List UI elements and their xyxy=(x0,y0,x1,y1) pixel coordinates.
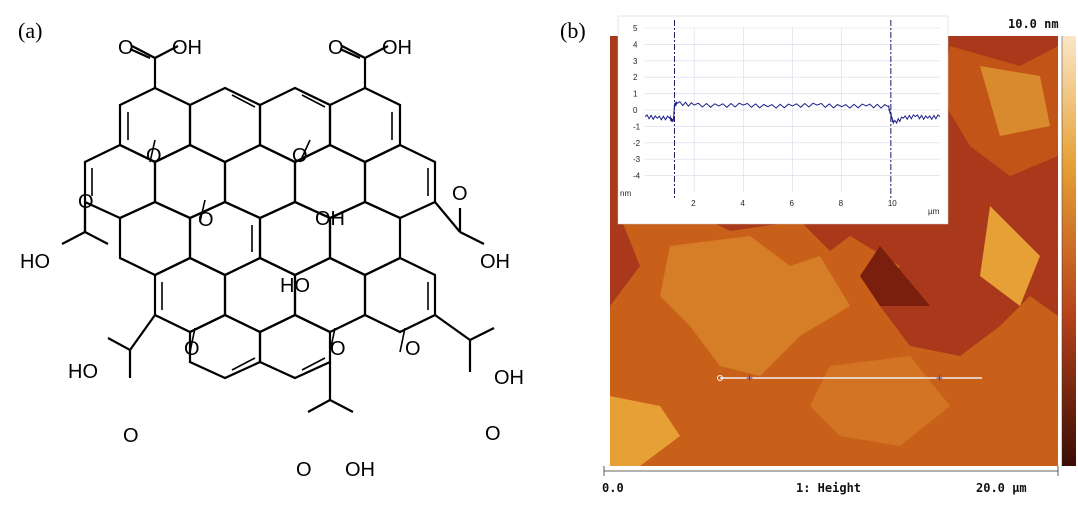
cooh-lower-right-o: O xyxy=(485,423,501,445)
y-tick-label: -2 xyxy=(633,139,641,148)
cooh-left-o: O xyxy=(78,191,94,213)
y-tick-label: 3 xyxy=(633,57,638,66)
cooh-top-right-oh: OH xyxy=(382,37,412,59)
afm-figure: + + 10.0 nm 0.0 1: Height 20.0 µm 543210… xyxy=(602,15,1076,495)
scale-max-label: 10.0 nm xyxy=(1008,17,1059,31)
x-tick-label: 6 xyxy=(790,199,795,208)
axis-start-label: 0.0 xyxy=(602,481,624,495)
cooh-bottom-o: O xyxy=(296,459,312,481)
y-tick-label: 2 xyxy=(633,73,638,82)
cooh-left-ho: HO xyxy=(20,251,50,273)
svg-text:+: + xyxy=(746,371,753,385)
profile-series-line xyxy=(644,101,941,125)
profile-y-ticks: 5 4 3 2 1 0 -1 -2 -3 -4 xyxy=(633,24,641,181)
panel-b-label: (b) xyxy=(560,18,586,43)
axis-end-label: 20.0 µm xyxy=(976,481,1027,495)
profile-x-ticks: 2 4 6 8 10 xyxy=(691,199,897,208)
cooh-right-oh: OH xyxy=(480,251,510,273)
x-tick-label: 10 xyxy=(888,199,897,208)
cooh-right-o: O xyxy=(452,183,468,205)
y-tick-label: 0 xyxy=(633,106,638,115)
y-tick-label: -3 xyxy=(633,155,641,164)
epoxy-o-4: O xyxy=(184,338,200,360)
hydroxyl-ho: HO xyxy=(280,275,310,297)
x-tick-label: 2 xyxy=(691,199,696,208)
cooh-lower-left-o: O xyxy=(123,425,139,447)
y-tick-label: 5 xyxy=(633,24,638,33)
cooh-top-left-oh: OH xyxy=(172,37,202,59)
channel-label: 1: Height xyxy=(796,481,861,495)
y-tick-label: 4 xyxy=(633,40,638,49)
y-tick-label: 1 xyxy=(633,90,638,99)
ring-bonds xyxy=(83,86,437,380)
graphene-oxide-structure: O OH O OH O HO O OH HO O OH O O OH O O O… xyxy=(20,37,524,481)
cooh-lower-right-oh: OH xyxy=(494,367,524,389)
hydroxyl-oh: OH xyxy=(315,208,345,230)
epoxy-o-6: O xyxy=(405,338,421,360)
cooh-top-right-o: O xyxy=(328,37,344,59)
panel-a-label: (a) xyxy=(18,18,43,43)
profile-ylabel: nm xyxy=(620,189,631,198)
cooh-bottom-oh: OH xyxy=(345,459,375,481)
epoxy-o-5: O xyxy=(330,338,346,360)
epoxy-o-2: O xyxy=(292,145,308,167)
color-scale-bar xyxy=(1061,36,1076,466)
profile-xlabel: µm xyxy=(928,207,940,216)
epoxy-bonds xyxy=(149,139,406,353)
x-tick-label: 4 xyxy=(740,199,745,208)
y-tick-label: -4 xyxy=(633,172,641,181)
cooh-lower-left-ho: HO xyxy=(68,361,98,383)
epoxy-o-1: O xyxy=(146,145,162,167)
cooh-top-left-o: O xyxy=(118,37,134,59)
y-tick-label: -1 xyxy=(633,122,641,131)
x-tick-label: 8 xyxy=(839,199,844,208)
carboxyl-bonds xyxy=(61,45,495,413)
svg-text:+: + xyxy=(936,371,943,385)
epoxy-o-3: O xyxy=(198,209,214,231)
